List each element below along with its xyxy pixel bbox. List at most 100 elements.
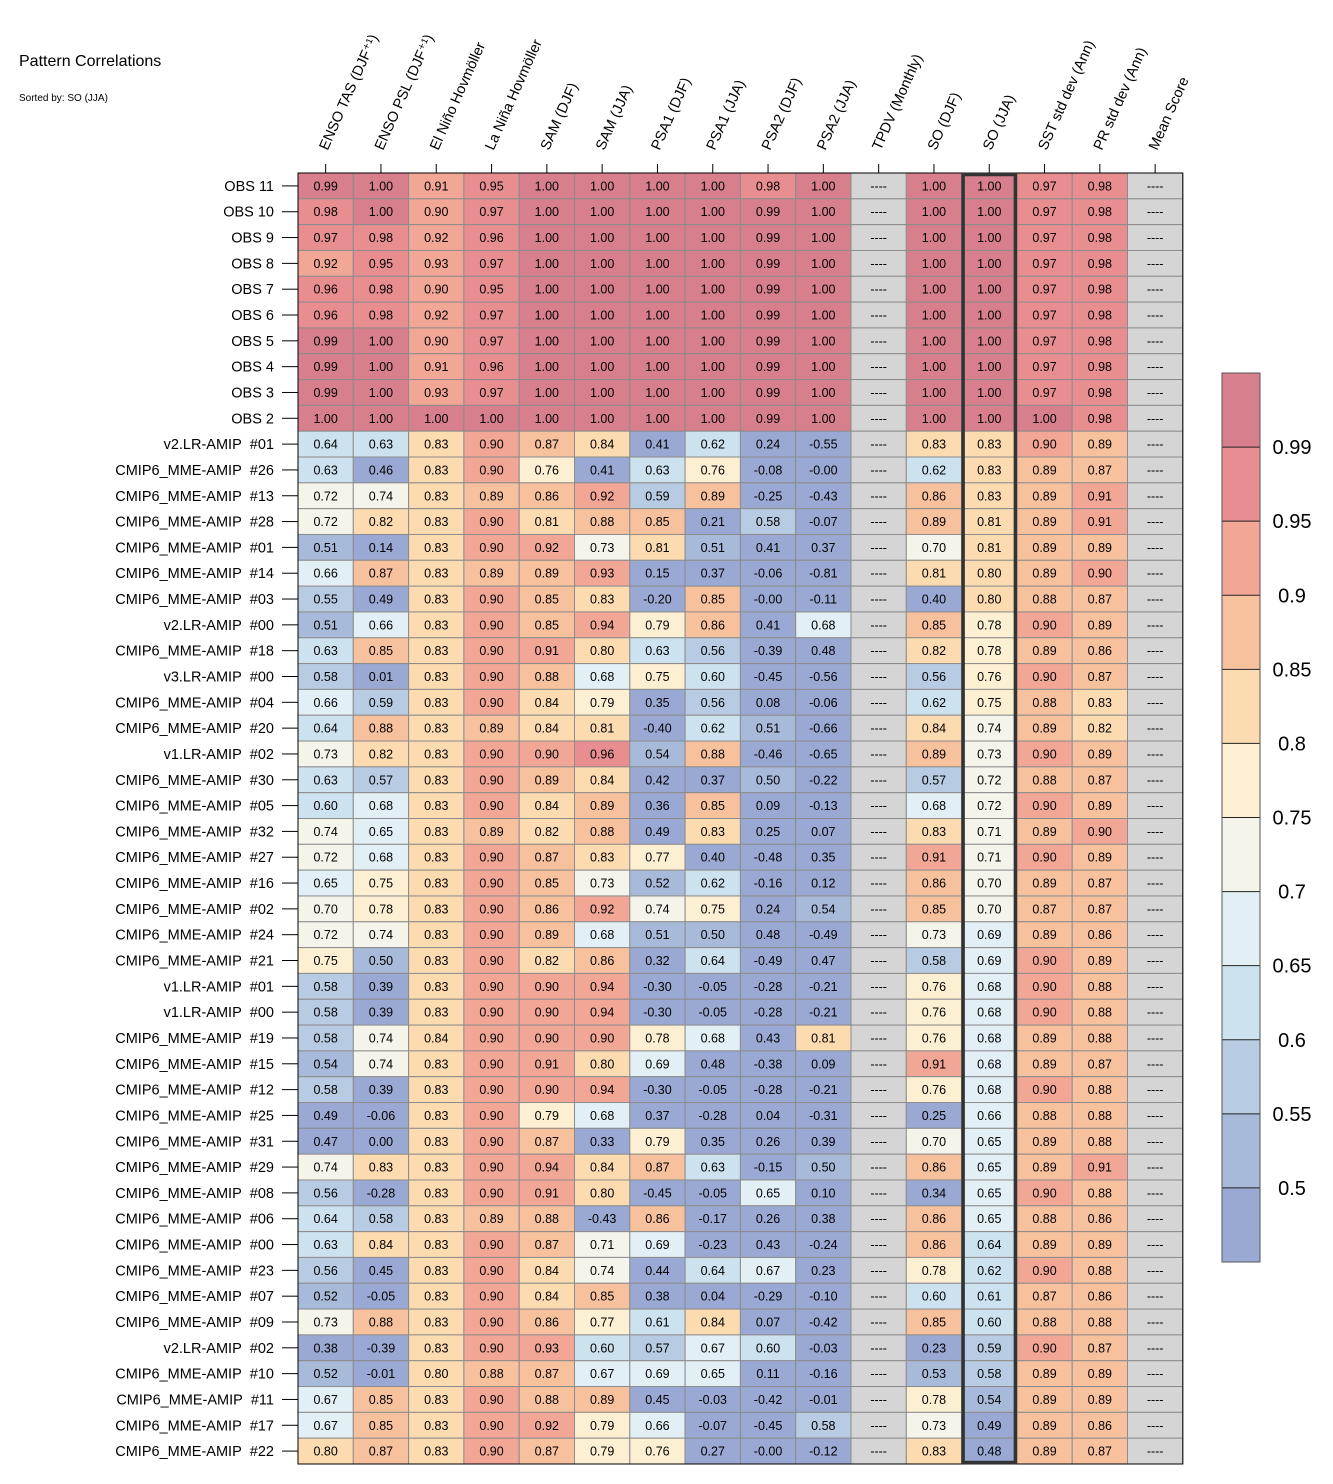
cell-value: 0.66 (645, 1419, 669, 1433)
cell-value: 0.90 (479, 773, 503, 787)
cell-value: 1.00 (811, 412, 835, 426)
cell-value: 0.85 (922, 1315, 946, 1329)
cell-value: 0.66 (313, 696, 337, 710)
cell-value: -0.30 (643, 980, 672, 994)
cell-value: 0.66 (977, 1109, 1001, 1123)
cell-value: 0.68 (369, 851, 393, 865)
cell-value: 1.00 (645, 309, 669, 323)
heatmap-cell (905, 275, 963, 303)
cell-value: 1.00 (701, 231, 725, 245)
heatmap-cell (905, 172, 963, 200)
cell-value: 1.00 (645, 334, 669, 348)
cell-value: 0.38 (313, 1341, 337, 1355)
heatmap-cell (739, 559, 797, 587)
cell-value: 0.88 (1088, 1109, 1112, 1123)
heatmap-cell (739, 1282, 797, 1310)
heatmap-cell (684, 740, 741, 768)
cell-value: 0.68 (701, 1031, 725, 1045)
row-label: CMIP6_MME-AMIP #24 (115, 928, 274, 944)
cell-value: 0.95 (479, 179, 503, 193)
heatmap-cell (297, 1256, 354, 1284)
cell-value: 0.76 (701, 463, 725, 477)
heatmap-cell (1016, 1102, 1073, 1129)
cell-value: 0.90 (479, 851, 503, 865)
cell-value: 0.83 (424, 1083, 448, 1097)
heatmap-cell (1127, 869, 1184, 897)
heatmap-cell (1071, 1024, 1128, 1052)
cell-value: 0.83 (424, 1264, 448, 1278)
heatmap-cell (352, 559, 410, 587)
colorbar-band (1222, 373, 1260, 448)
cell-value: 0.86 (645, 1212, 669, 1226)
cell-value: 0.88 (1032, 696, 1056, 710)
heatmap-cell (1127, 921, 1184, 949)
heatmap-cell (518, 843, 576, 871)
heatmap-cell (297, 1411, 354, 1439)
cell-missing-text: ---- (870, 1186, 887, 1200)
cell-value: 1.00 (922, 257, 946, 271)
cell-value: 0.09 (756, 799, 780, 813)
cell-value: 1.00 (811, 334, 835, 348)
cell-value: 0.80 (590, 1186, 614, 1200)
cell-value: 0.99 (756, 360, 780, 374)
heatmap-cell (518, 714, 576, 742)
cell-value: -0.49 (754, 954, 783, 968)
cell-value: 0.63 (369, 438, 393, 452)
cell-value: 0.88 (535, 1212, 559, 1226)
cell-value: 0.90 (479, 618, 503, 632)
heatmap-cell (961, 404, 1018, 432)
heatmap-cell (1127, 688, 1184, 716)
cell-value: 1.00 (977, 205, 1001, 219)
cell-value: 0.83 (424, 463, 448, 477)
heatmap-cell (684, 1179, 741, 1207)
heatmap-cell (905, 404, 963, 432)
cell-value: 0.90 (479, 1186, 503, 1200)
column-label: PSA1 (JJA) (704, 78, 749, 153)
colorbar-tick-label: 0.99 (1273, 437, 1312, 459)
heatmap-cell (518, 249, 576, 277)
cell-value: 0.86 (535, 489, 559, 503)
column-label: SAM (DJF) (538, 81, 582, 153)
cell-missing-text: ---- (1147, 593, 1164, 607)
heatmap-cell (408, 792, 465, 819)
heatmap-cell (463, 198, 520, 226)
heatmap-cell (629, 482, 686, 510)
cell-value: -0.39 (754, 644, 783, 658)
cell-value: -0.66 (809, 722, 838, 736)
cell-value: 0.88 (1088, 980, 1112, 994)
cell-value: 0.48 (977, 1445, 1001, 1459)
cell-value: 0.90 (479, 1109, 503, 1123)
cell-value: 0.88 (590, 825, 614, 839)
heatmap-cell (629, 1231, 686, 1258)
cell-value: 0.89 (1088, 1393, 1112, 1407)
cell-value: 0.90 (1032, 1264, 1056, 1278)
cell-missing-text: ---- (1147, 670, 1164, 684)
heatmap-cell (629, 1411, 686, 1439)
cell-value: -0.11 (810, 593, 838, 607)
heatmap-cell (463, 456, 520, 484)
cell-value: 0.90 (479, 1161, 503, 1175)
heatmap-cell (739, 275, 797, 303)
cell-value: 0.85 (535, 618, 559, 632)
heatmap-cell (408, 1024, 465, 1052)
cell-value: 0.97 (479, 309, 503, 323)
heatmap-cell (1127, 301, 1184, 329)
cell-missing-text: ---- (1147, 283, 1164, 297)
cell-value: 0.89 (535, 928, 559, 942)
cell-value: 0.74 (645, 902, 669, 916)
cell-value: 0.90 (479, 1445, 503, 1459)
cell-value: 0.90 (1032, 1341, 1056, 1355)
heatmap-cell (795, 1334, 852, 1362)
heatmap-cell (850, 1179, 907, 1207)
cell-value: 0.65 (701, 1367, 725, 1381)
cell-value: 0.24 (756, 438, 780, 452)
heatmap-cell (408, 585, 465, 613)
heatmap-cell (795, 714, 852, 742)
cell-value: 0.35 (645, 696, 669, 710)
cell-value: 0.72 (977, 773, 1001, 787)
cell-value: 0.68 (590, 1109, 614, 1123)
cell-value: 0.69 (645, 1057, 669, 1071)
heatmap-cell (1127, 508, 1184, 535)
cell-value: 0.83 (424, 1186, 448, 1200)
cell-missing-text: ---- (1147, 618, 1164, 632)
